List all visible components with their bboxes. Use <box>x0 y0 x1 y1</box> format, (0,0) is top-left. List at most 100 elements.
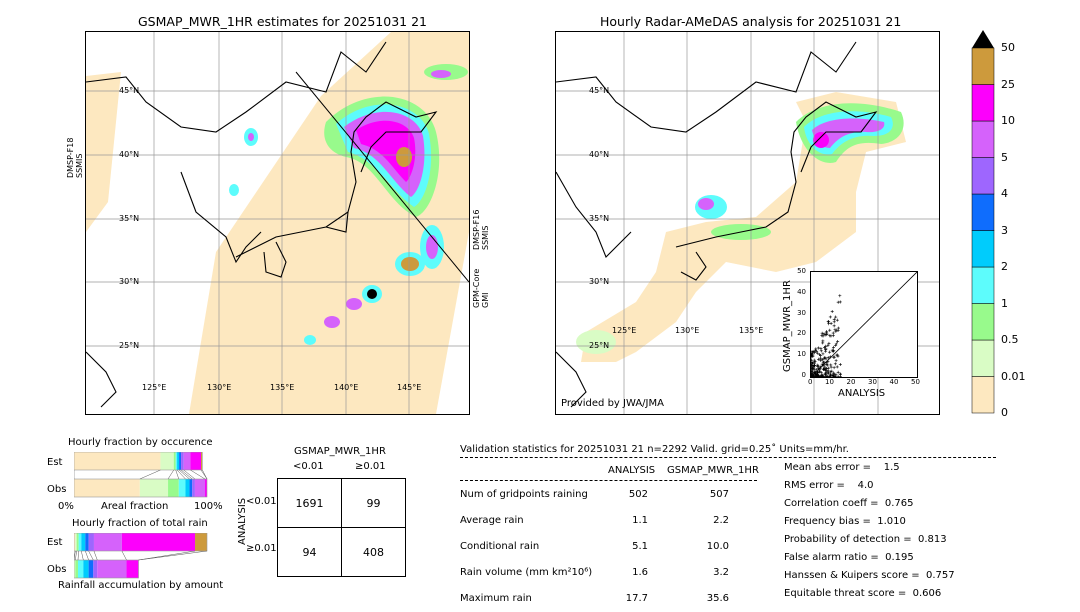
scatter-point <box>812 360 816 364</box>
scatter-point <box>809 362 813 366</box>
connector-line <box>190 469 206 480</box>
left-map: 45°N 40°N 35°N 30°N 25°N 125°E 130°E 135… <box>85 31 470 415</box>
tick: 30 <box>797 308 806 317</box>
obs-segment <box>93 560 98 578</box>
graticule <box>556 32 939 414</box>
col-analysis: ANALYSIS <box>608 465 656 476</box>
stat-gsmap: 35.6 <box>706 593 729 604</box>
est-segment <box>81 533 86 551</box>
scatter-point <box>824 348 828 352</box>
scatter-point <box>826 366 830 370</box>
scatter-point <box>838 362 842 366</box>
lat-label: 30°N <box>119 277 140 286</box>
scatter-point <box>821 367 825 371</box>
rain-area <box>431 70 451 78</box>
obs-segment <box>75 560 78 578</box>
est-segment <box>181 452 184 470</box>
scatter-point <box>815 349 819 353</box>
est-segment <box>75 533 77 551</box>
obs-bar-outline <box>74 559 139 579</box>
scatter-point <box>816 364 820 368</box>
scatter-point <box>819 349 823 353</box>
col-header: <0.01 <box>293 461 324 472</box>
colorbar-segment <box>971 193 995 231</box>
est-segment <box>173 452 176 470</box>
connector-line <box>167 469 174 480</box>
scatter-point <box>817 357 821 361</box>
scatter-point <box>836 326 840 330</box>
scatter-point <box>822 360 826 364</box>
scatter-point <box>828 328 832 332</box>
lat-label: 35°N <box>119 214 140 223</box>
row-header: <0.01 <box>246 496 277 507</box>
lat-label: 45°N <box>119 86 140 95</box>
scatter-point <box>835 353 839 357</box>
tick: 40 <box>797 287 806 296</box>
scatter-point <box>821 352 825 356</box>
est-segment <box>177 452 180 470</box>
colorbar-label: 4 <box>1001 187 1008 200</box>
row-header: ≥0.01 <box>246 543 277 554</box>
sensor-name: GPM-Core <box>472 268 481 308</box>
col-gsmap: GSMAP_MWR_1HR <box>667 465 759 476</box>
tick: 10 <box>797 350 806 359</box>
scatter-point <box>829 363 833 367</box>
scatter-point <box>827 341 831 345</box>
lon-label: 135°E <box>739 326 764 335</box>
connector-line <box>138 550 196 561</box>
est-segment <box>201 452 203 470</box>
obs-segment <box>77 560 84 578</box>
stat-gsmap: 507 <box>709 489 729 500</box>
obs-segment <box>192 479 195 497</box>
scatter-point <box>838 294 842 298</box>
lon-label: 125°E <box>142 383 167 392</box>
connector-line <box>176 469 186 480</box>
stat-label: Num of gridpoints raining <box>460 489 588 500</box>
scatter-point <box>818 353 822 357</box>
scatter-point <box>813 372 817 376</box>
scatter-point <box>832 366 836 370</box>
score: Mean abs error = 1.5 <box>784 462 900 473</box>
tick: 50 <box>911 378 920 386</box>
colorbar-label: 25 <box>1001 77 1015 91</box>
connector-line <box>75 550 77 561</box>
stat-analysis: 17.7 <box>625 593 648 604</box>
lat-label: 35°N <box>589 214 610 223</box>
obs-segment <box>168 479 179 497</box>
obs-bar-outline <box>74 478 208 498</box>
cell: 99 <box>341 478 406 528</box>
colorbar-label: 0 <box>1001 406 1008 419</box>
est-segment <box>93 533 122 551</box>
est-segment <box>175 452 178 470</box>
est-label: Est <box>47 537 63 548</box>
est-bar-outline <box>74 533 208 552</box>
stat-label: Maximum rain <box>460 593 532 604</box>
scatter-point <box>823 333 827 337</box>
obs-segment <box>178 479 186 497</box>
graticule <box>86 32 469 414</box>
scatter-point <box>832 324 836 328</box>
est-segment <box>74 452 161 470</box>
connector-line <box>85 550 89 561</box>
colorbar-extend-triangle <box>972 30 994 48</box>
sensor-name: DMSP-F16 <box>472 209 481 250</box>
scatter-point <box>820 334 824 338</box>
lon-label: 135°E <box>270 383 295 392</box>
score: False alarm ratio = 0.195 <box>784 552 914 563</box>
rain-area <box>356 120 416 182</box>
obs-label: Obs <box>47 564 67 575</box>
scatter-point <box>810 367 814 371</box>
scatter-point <box>828 350 832 354</box>
connector-line <box>178 469 190 480</box>
divider <box>460 480 757 481</box>
scatter-point <box>826 320 830 324</box>
scatter-point <box>834 343 838 347</box>
scatter-point <box>820 358 824 362</box>
right-map: 45°N 40°N 35°N 30°N 25°N 125°E 130°E 135… <box>555 31 940 415</box>
scatter-point <box>821 341 825 345</box>
scatter-point <box>831 345 835 349</box>
est-segment <box>160 452 174 470</box>
scatter-point <box>824 370 828 374</box>
connector-line <box>180 469 193 480</box>
scatter-point <box>829 355 833 359</box>
